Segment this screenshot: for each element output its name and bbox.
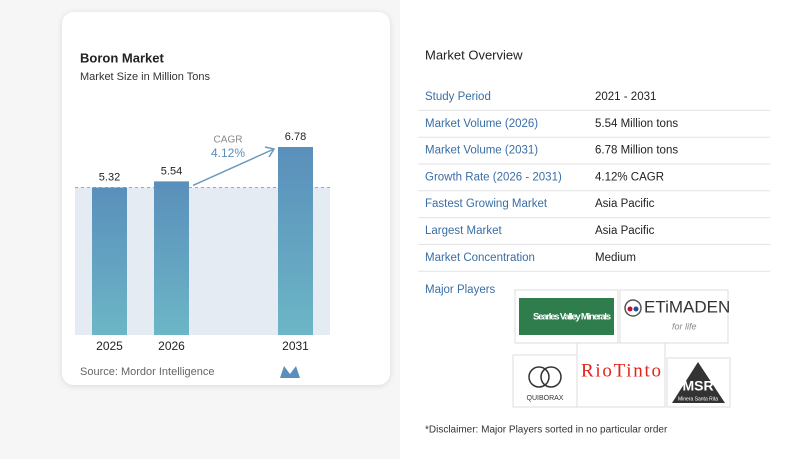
row-label: Study Period <box>425 91 491 103</box>
row-label: Market Volume (2026) <box>425 118 538 130</box>
x-tick-label: 2025 <box>96 339 123 353</box>
player-name: Searles Valley Minerals <box>533 312 611 323</box>
logo-icon <box>633 306 639 312</box>
row-label: Market Concentration <box>425 252 535 264</box>
row-value: 4.12% CAGR <box>595 171 664 183</box>
player-name: ETiMADEN <box>644 297 730 316</box>
logo-icon <box>672 362 725 403</box>
player-logo: QUIBORAX <box>512 354 578 408</box>
x-tick-label: 2031 <box>282 339 309 353</box>
brand-logo <box>280 366 300 378</box>
row-value: Asia Pacific <box>595 225 655 237</box>
player-tagline: Minera Santa Rita <box>678 396 718 402</box>
logo-icon <box>540 366 562 388</box>
row-label: Growth Rate (2026 - 2031) <box>425 171 562 183</box>
disclaimer: *Disclaimer: Major Players sorted in no … <box>425 425 668 436</box>
overview-table: Study Period 2021 - 2031 Market Volume (20… <box>418 91 770 272</box>
cagr-arrow <box>192 148 275 187</box>
logo-frame <box>619 289 729 344</box>
bar <box>92 187 127 335</box>
bar <box>154 181 189 335</box>
logo-icon <box>528 366 550 388</box>
row-label: Largest Market <box>425 225 503 237</box>
chart-subtitle: Market Size in Million Tons <box>80 71 211 83</box>
major-players-label: Major Players <box>425 284 496 296</box>
chart-title: Boron Market <box>80 50 164 65</box>
row-value: Medium <box>595 252 636 264</box>
bar <box>278 147 313 335</box>
player-name: QUIBORAX <box>527 395 564 402</box>
source: Source: Mordor Intelligence <box>80 366 215 378</box>
x-tick-label: 2026 <box>158 339 185 353</box>
player-logo: ETiMADEN for life <box>619 289 730 344</box>
value-label: 5.54 <box>161 165 182 177</box>
logo-bg <box>519 298 614 335</box>
overview-title: Market Overview <box>425 47 523 62</box>
value-label: 6.78 <box>285 131 306 143</box>
player-tagline: for life <box>672 321 697 331</box>
player-name: MSR <box>682 378 713 394</box>
row-value: 5.54 Million tons <box>595 118 678 130</box>
logo-icon <box>627 306 633 312</box>
cagr-value: 4.12% <box>211 146 245 160</box>
player-logo: RioTinto <box>576 342 666 408</box>
cagr-label: CAGR <box>214 135 243 146</box>
cagr-arrowhead <box>264 146 276 158</box>
logo-frame <box>576 342 666 408</box>
player-logo: Searles Valley Minerals <box>514 289 619 344</box>
row-value: Asia Pacific <box>595 198 655 210</box>
player-name: RioTinto <box>581 360 661 381</box>
logo-icon <box>624 299 642 317</box>
row-value: 2021 - 2031 <box>595 91 656 103</box>
logo-frame <box>512 354 578 408</box>
row-value: 6.78 Million tons <box>595 145 678 157</box>
value-label: 5.32 <box>99 171 120 183</box>
player-logo: MSR Minera Santa Rita <box>666 357 731 408</box>
row-label: Fastest Growing Market <box>425 198 548 210</box>
row-label: Market Volume (2031) <box>425 145 538 157</box>
